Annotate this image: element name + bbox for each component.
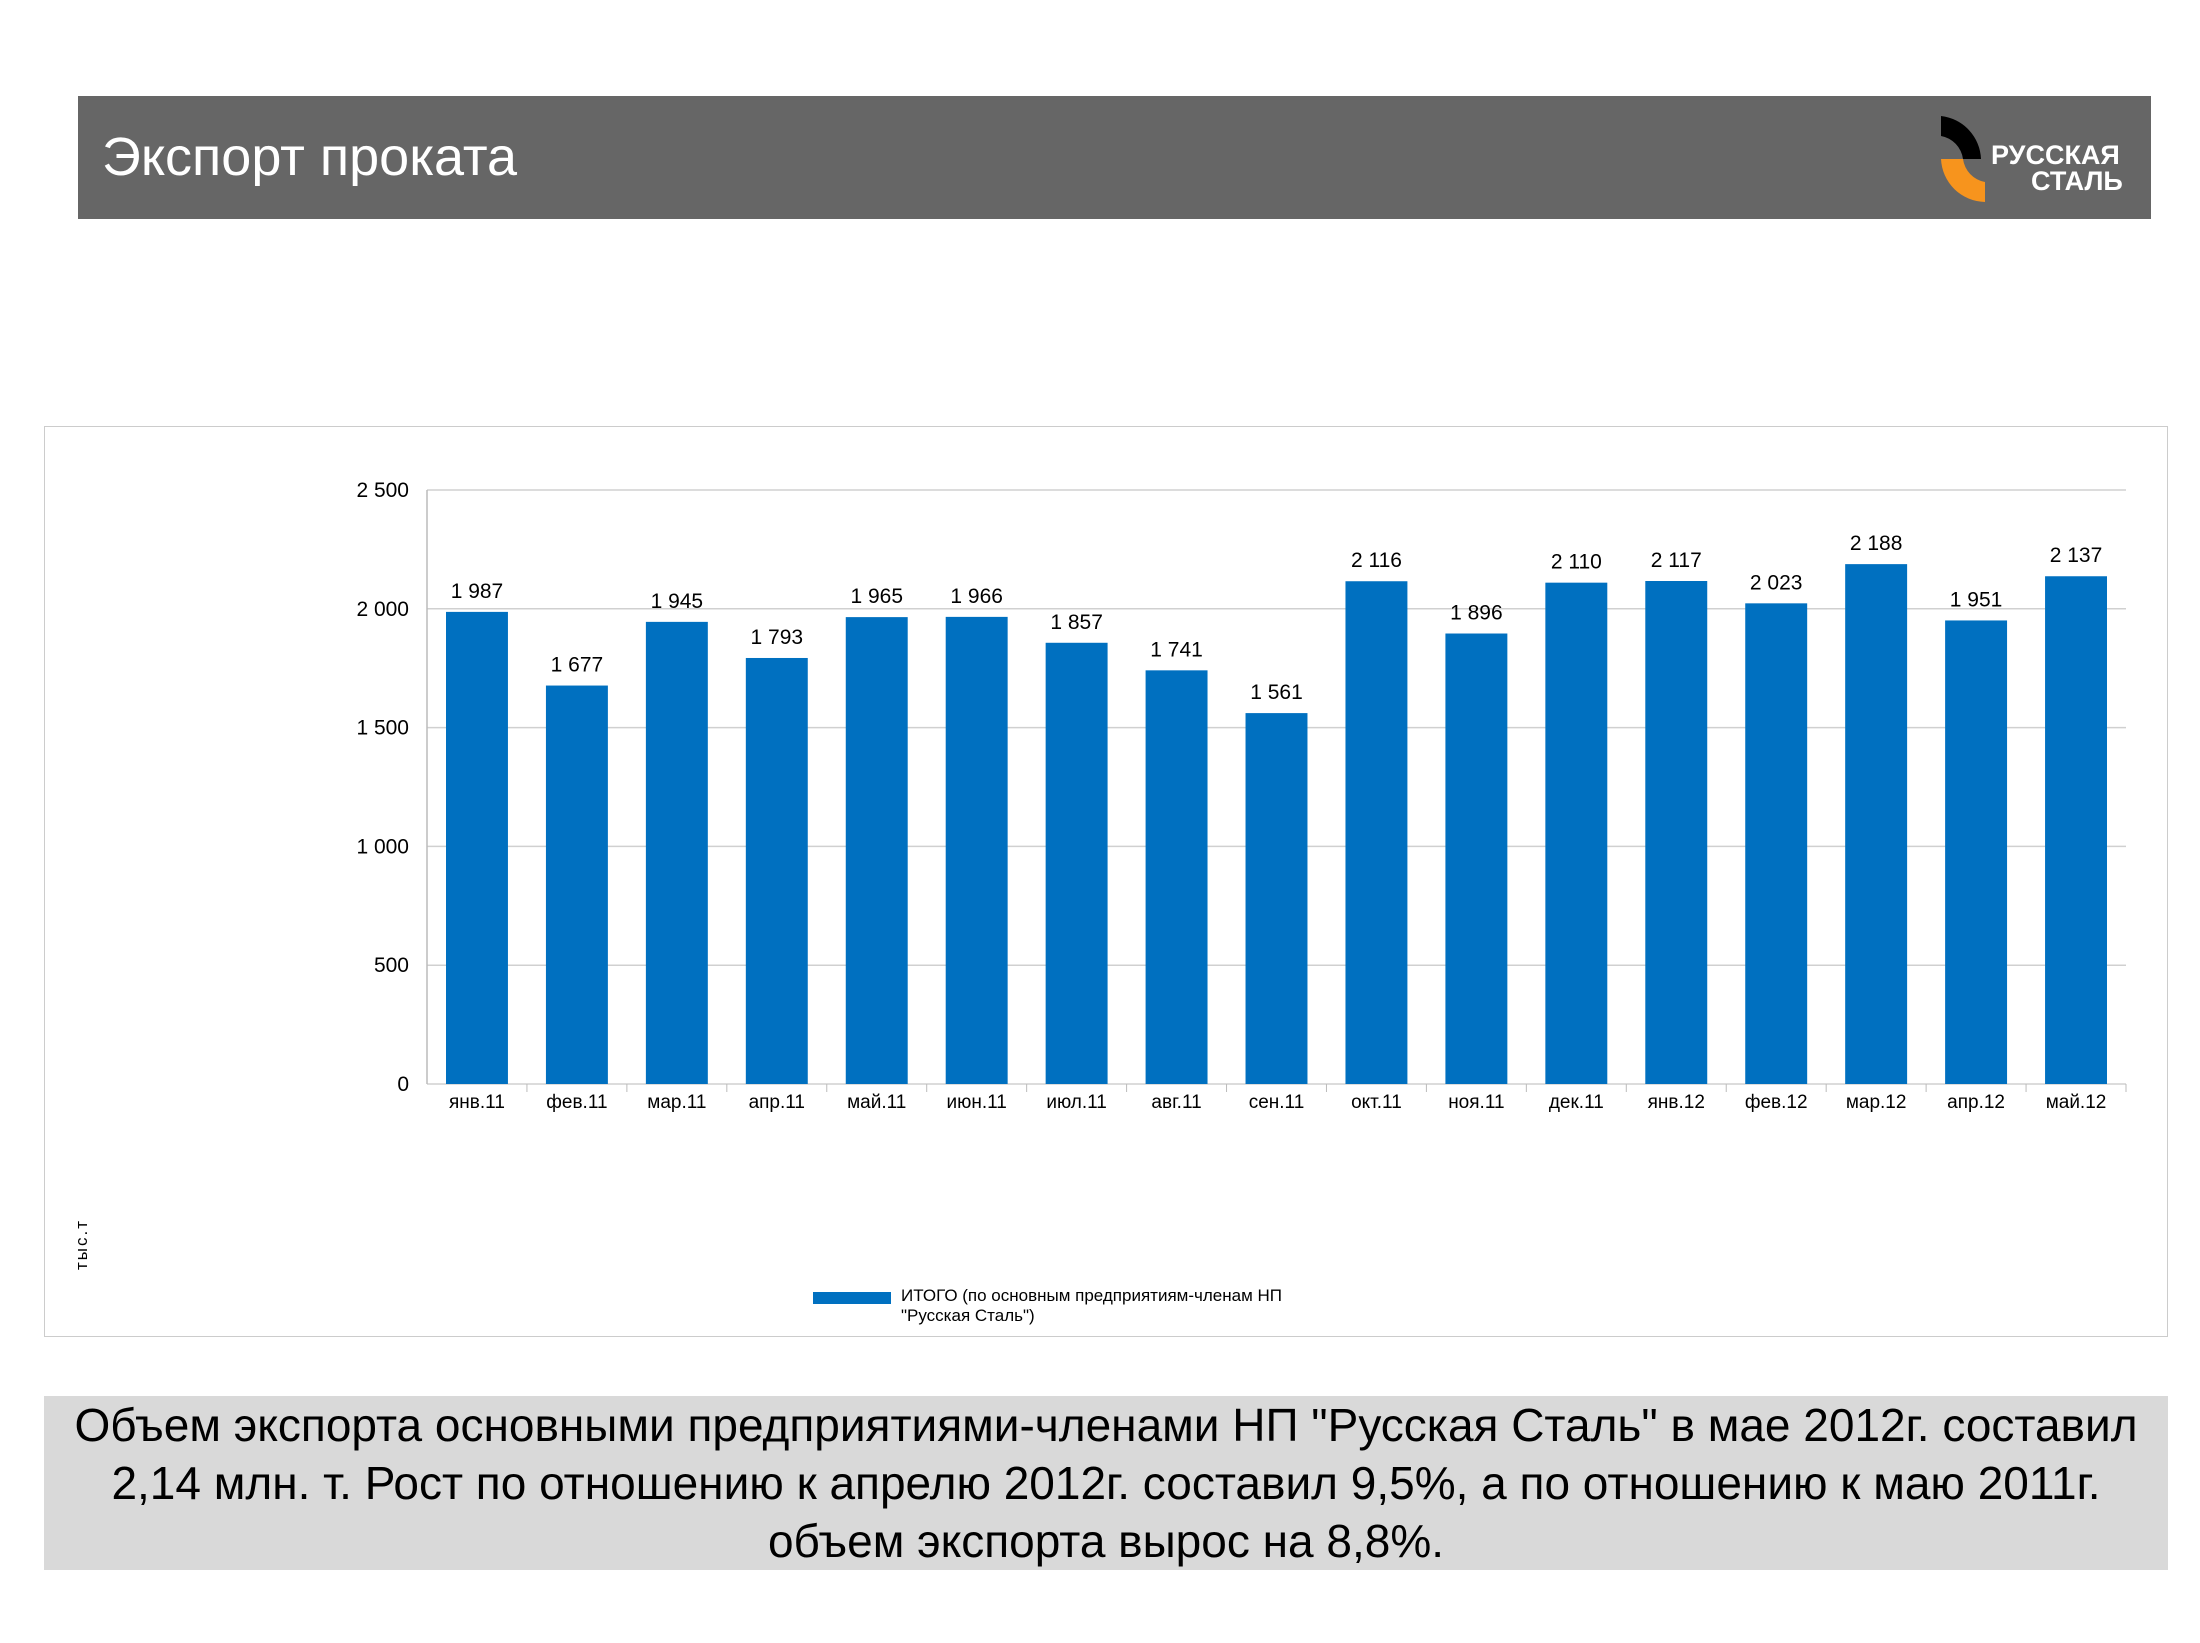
x-tick-label: фев.12 [1745, 1092, 1808, 1113]
y-tick-label: 2 000 [356, 598, 409, 621]
bar [1545, 582, 1608, 1084]
y-tick-label: 1 000 [356, 835, 409, 858]
russkaya-stal-logo: РУССКАЯ СТАЛЬ [1941, 116, 2123, 202]
data-label: 1 561 [1250, 681, 1303, 704]
bar [845, 617, 908, 1084]
data-label: 1 965 [850, 585, 903, 608]
x-tick-label: янв.12 [1648, 1092, 1705, 1113]
data-label: 1 741 [1150, 638, 1203, 661]
page-title: Экспорт проката [102, 127, 518, 187]
data-label: 2 188 [1850, 532, 1903, 555]
bar [945, 616, 1008, 1084]
x-tick-label: мар.12 [1846, 1092, 1907, 1113]
data-label: 1 677 [551, 654, 604, 677]
data-label: 2 137 [2050, 544, 2103, 567]
data-label: 2 117 [1651, 549, 1702, 572]
bar [446, 611, 508, 1084]
y-tick-label: 500 [374, 954, 409, 977]
chart-area: 0 500 1 000 1 500 2 000 2 500 1 987 янв.11 1 677… [44, 426, 2168, 1337]
data-label: 1 857 [1050, 611, 1103, 634]
x-tick-label: авг.11 [1151, 1092, 1201, 1113]
bar [645, 621, 708, 1084]
x-tick-label: фев.11 [546, 1092, 607, 1113]
y-tick-label: 2 500 [356, 479, 409, 502]
x-tick-label: июл.11 [1046, 1092, 1107, 1113]
data-label: 1 896 [1450, 602, 1503, 625]
x-tick-label: сен.11 [1249, 1092, 1305, 1113]
x-tick-label: ноя.11 [1448, 1092, 1504, 1113]
y-axis-label: тыс.т [72, 1218, 91, 1270]
bar [1945, 620, 2008, 1084]
x-tick-label: апр.11 [749, 1092, 805, 1113]
bar [1345, 581, 1408, 1084]
x-tick-label: май.11 [847, 1092, 906, 1113]
data-label: 2 116 [1351, 549, 1402, 572]
x-tick-label: окт.11 [1351, 1092, 1402, 1113]
x-tick-label: июн.11 [946, 1092, 1006, 1113]
bar [1745, 603, 1808, 1084]
data-label: 1 945 [651, 590, 704, 613]
bar [2045, 576, 2107, 1084]
header-bar: Экспорт проката РУССКАЯ СТАЛЬ [78, 96, 2151, 219]
svg-text:СТАЛЬ: СТАЛЬ [2031, 166, 2123, 196]
bar [1045, 642, 1108, 1084]
summary-text: Объем экспорта основными предприятиями-ч… [44, 1396, 2168, 1570]
data-label: 2 110 [1551, 551, 1602, 574]
x-tick-label: май.12 [2046, 1092, 2107, 1113]
x-tick-label: дек.11 [1549, 1092, 1604, 1113]
legend-label: ИТОГО (по основным предприятиям-членам Н… [901, 1286, 1282, 1325]
bar [545, 685, 608, 1084]
bar [1245, 713, 1308, 1084]
bar [1645, 581, 1708, 1084]
x-tick-label: янв.11 [449, 1092, 505, 1113]
x-tick-label: мар.11 [647, 1092, 706, 1113]
data-label: 1 793 [751, 626, 804, 649]
data-label: 2 023 [1750, 571, 1803, 594]
legend: ИТОГО (по основным предприятиям-членам Н… [813, 1286, 1341, 1326]
bar-chart: 0 500 1 000 1 500 2 000 2 500 1 987 янв.11 1 677… [356, 479, 2127, 1113]
y-tick-label: 1 500 [356, 717, 409, 740]
data-label: 1 951 [1950, 588, 2003, 611]
bar [745, 657, 808, 1084]
bar [1445, 633, 1508, 1084]
legend-swatch [813, 1292, 891, 1304]
svg-text:РУССКАЯ: РУССКАЯ [1991, 140, 2120, 170]
bar [1145, 670, 1208, 1084]
x-tick-label: апр.12 [1947, 1092, 2005, 1113]
data-label: 1 987 [451, 580, 504, 603]
data-label: 1 966 [950, 585, 1003, 608]
y-tick-label: 0 [397, 1073, 409, 1096]
bar [1845, 564, 1908, 1084]
